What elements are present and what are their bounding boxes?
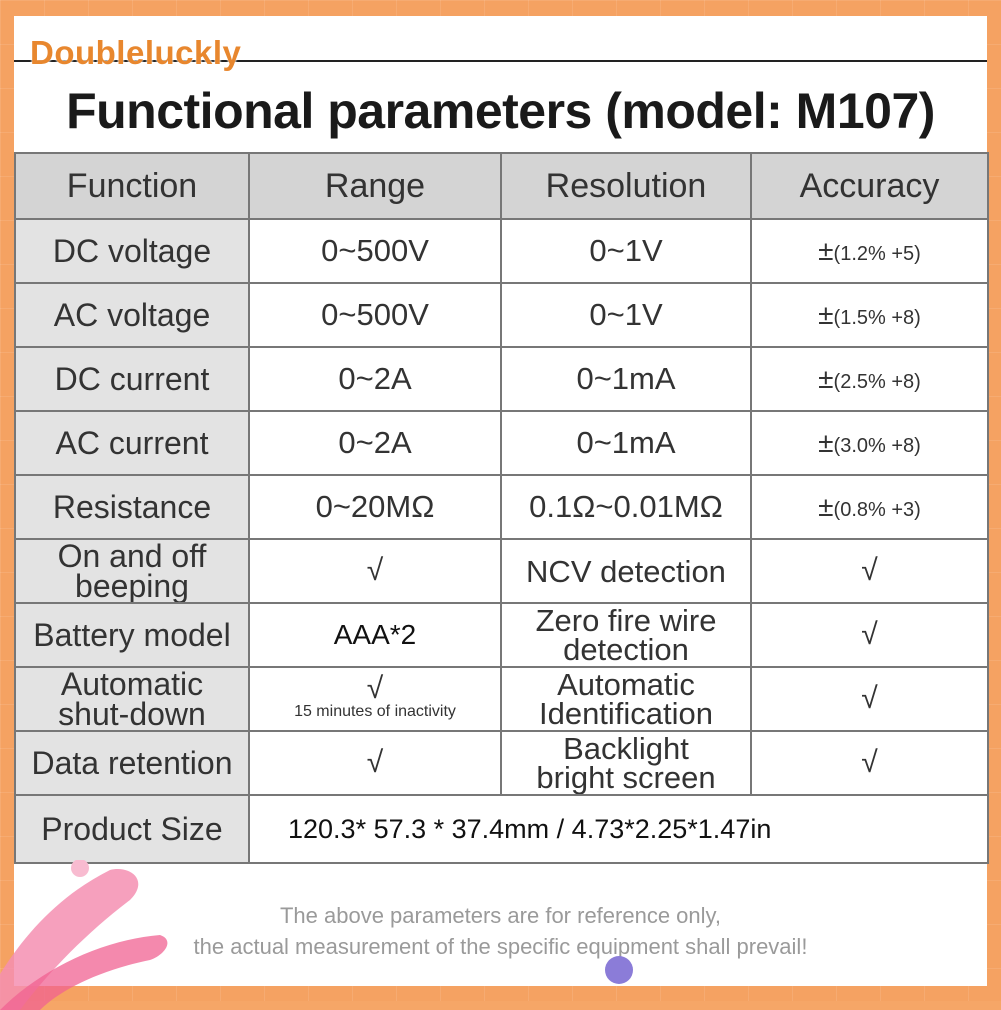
feature-label-cell: Automatic Identification bbox=[500, 666, 752, 732]
feature-label-line: beeping bbox=[75, 568, 189, 603]
function-cell: AC voltage bbox=[14, 282, 250, 348]
accuracy-cell: ±(1.2% +5) bbox=[750, 218, 989, 284]
resolution-cell: 0~1mA bbox=[500, 410, 752, 476]
feature-label-cell: Zero fire wire detection bbox=[500, 602, 752, 668]
table-row: AC current 0~2A 0~1mA ±(3.0% +8) bbox=[14, 410, 989, 476]
accuracy-cell: ±(0.8% +3) bbox=[750, 474, 989, 540]
feature-label-line: Backlight bbox=[563, 731, 689, 766]
top-divider bbox=[14, 60, 987, 62]
table-row: DC current 0~2A 0~1mA ±(2.5% +8) bbox=[14, 346, 989, 412]
table-row: AC voltage 0~500V 0~1V ±(1.5% +8) bbox=[14, 282, 989, 348]
function-cell: DC current bbox=[14, 346, 250, 412]
feature-label-line: bright screen bbox=[536, 760, 716, 795]
accuracy-value: (1.5% +8) bbox=[833, 307, 921, 329]
accuracy-value: (1.2% +5) bbox=[833, 243, 921, 265]
product-size-label: Product Size bbox=[14, 794, 250, 864]
page-title: Functional parameters (model: M107) bbox=[66, 83, 935, 139]
table-row: Battery model AAA*2 Zero fire wire detect… bbox=[14, 602, 989, 668]
feature-value-cell: AAA*2 bbox=[248, 602, 502, 668]
feature-value-cell: √ bbox=[248, 538, 502, 604]
feature-label-line: detection bbox=[563, 632, 689, 667]
product-size-value: 120.3* 57.3 * 37.4mm / 4.73*2.25*1.47in bbox=[248, 794, 989, 864]
accuracy-cell: ±(2.5% +8) bbox=[750, 346, 989, 412]
disclaimer-line: the actual measurement of the specific e… bbox=[193, 934, 808, 959]
feature-label-line: NCV detection bbox=[526, 553, 726, 589]
feature-label-cell: Data retention bbox=[14, 730, 250, 796]
disclaimer: The above parameters are for reference o… bbox=[0, 900, 1001, 962]
feature-value-cell: √ bbox=[750, 538, 989, 604]
feature-label-line: Identification bbox=[538, 696, 714, 731]
spec-table: Function Range Resolution Accuracy DC vo… bbox=[14, 152, 989, 864]
pink-ribbon-decoration bbox=[0, 860, 168, 1010]
disclaimer-line: The above parameters are for reference o… bbox=[279, 903, 722, 928]
accuracy-cell: ±(3.0% +8) bbox=[750, 410, 989, 476]
resolution-cell: 0~1mA bbox=[500, 346, 752, 412]
table-row: DC voltage 0~500V 0~1V ±(1.2% +5) bbox=[14, 218, 989, 284]
accuracy-value: (2.5% +8) bbox=[833, 371, 921, 393]
accuracy-value: (3.0% +8) bbox=[833, 435, 921, 457]
plus-minus-symbol: ± bbox=[818, 235, 834, 266]
feature-label-line: shut-down bbox=[58, 696, 206, 731]
resolution-cell: 0.1Ω~0.01MΩ bbox=[500, 474, 752, 540]
purple-dot-decoration bbox=[605, 956, 633, 984]
header-function: Function bbox=[14, 152, 250, 220]
function-cell: AC current bbox=[14, 410, 250, 476]
feature-label-cell: Backlight bright screen bbox=[500, 730, 752, 796]
feature-label-line: Automatic bbox=[557, 667, 695, 702]
header-resolution: Resolution bbox=[500, 152, 752, 220]
function-cell: Resistance bbox=[14, 474, 250, 540]
feature-label-cell: NCV detection bbox=[500, 538, 752, 604]
function-cell: DC voltage bbox=[14, 218, 250, 284]
header-range: Range bbox=[248, 152, 502, 220]
feature-value-cell: √ bbox=[248, 730, 502, 796]
feature-value-cell: √ bbox=[750, 666, 989, 732]
range-cell: 0~2A bbox=[248, 410, 502, 476]
product-size-row: Product Size 120.3* 57.3 * 37.4mm / 4.73… bbox=[14, 794, 989, 864]
range-cell: 0~500V bbox=[248, 218, 502, 284]
table-row: Automatic shut-down √ 15 minutes of inacti… bbox=[14, 666, 989, 732]
feature-label-cell: Battery model bbox=[14, 602, 250, 668]
table-header-row: Function Range Resolution Accuracy bbox=[14, 152, 989, 220]
resolution-cell: 0~1V bbox=[500, 282, 752, 348]
feature-label-cell: On and off beeping bbox=[14, 538, 250, 604]
feature-label-line: On and off bbox=[57, 539, 207, 574]
table-row: Data retention √ Backlight bright screen … bbox=[14, 730, 989, 796]
inactivity-note: 15 minutes of inactivity bbox=[294, 703, 456, 720]
check-mark: √ bbox=[366, 672, 384, 705]
feature-value-cell: √ bbox=[750, 730, 989, 796]
feature-value-cell: √ bbox=[750, 602, 989, 668]
plus-minus-symbol: ± bbox=[818, 427, 834, 458]
range-cell: 0~500V bbox=[248, 282, 502, 348]
table-row: On and off beeping √ NCV detection √ bbox=[14, 538, 989, 604]
header-accuracy: Accuracy bbox=[750, 152, 989, 220]
plus-minus-symbol: ± bbox=[818, 491, 834, 522]
table-row: Resistance 0~20MΩ 0.1Ω~0.01MΩ ±(0.8% +3) bbox=[14, 474, 989, 540]
feature-label-line: Zero fire wire bbox=[535, 603, 717, 638]
range-cell: 0~2A bbox=[248, 346, 502, 412]
brand-logo: Doubleluckly bbox=[30, 34, 242, 71]
accuracy-value: (0.8% +3) bbox=[833, 499, 921, 521]
resolution-cell: 0~1V bbox=[500, 218, 752, 284]
accuracy-cell: ±(1.5% +8) bbox=[750, 282, 989, 348]
plus-minus-symbol: ± bbox=[818, 363, 834, 394]
feature-value-cell: √ 15 minutes of inactivity bbox=[248, 666, 502, 732]
feature-label-cell: Automatic shut-down bbox=[14, 666, 250, 732]
plus-minus-symbol: ± bbox=[818, 299, 834, 330]
range-cell: 0~20MΩ bbox=[248, 474, 502, 540]
feature-label-line: Automatic bbox=[60, 667, 204, 702]
